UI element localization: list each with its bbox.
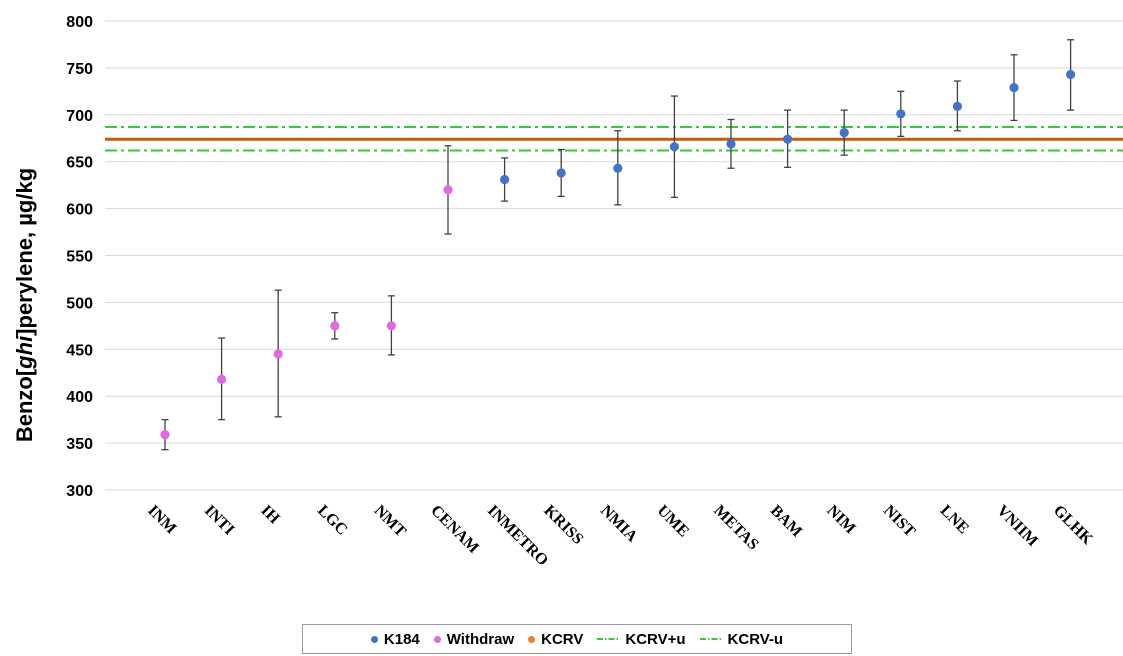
legend-kcrv-marker (528, 635, 536, 643)
legend: K184 Withdraw KCRV KCRV+u KCRV-u (302, 624, 852, 654)
legend-withdraw-label: Withdraw (446, 630, 515, 648)
x-tick-nmia: NMIA (597, 502, 641, 546)
x-tick-bam: BAM (767, 502, 805, 540)
legend-k184-label: K184 (383, 630, 420, 648)
point-k184-inmetro (500, 174, 510, 185)
point-k184-nim (839, 128, 849, 138)
point-withdraw-inm (160, 430, 170, 440)
point-withdraw-ih (273, 349, 283, 359)
x-tick-nmt: NMT (371, 502, 410, 541)
y-tick-350: 350 (66, 436, 93, 453)
point-k184-metas (726, 139, 736, 149)
point-k184-nmia (613, 163, 623, 173)
chart: 300 350 400 450 500 550 600 650 700 750 800 INM INT… (12, 14, 1123, 569)
y-tick-700: 700 (66, 108, 93, 125)
y-tick-800: 800 (66, 14, 93, 31)
x-tick-inm: INM (144, 502, 179, 537)
y-tick-400: 400 (66, 389, 93, 406)
x-tick-lgc: LGC (314, 502, 351, 539)
point-k184-kriss (556, 168, 566, 178)
y-axis-label-post: ]perylene, µg/kg (12, 168, 37, 336)
x-tick-ume: UME (654, 502, 692, 540)
y-axis-label-italic: ghi (12, 335, 37, 370)
point-withdraw-nmt (386, 321, 396, 331)
point-k184-glhk (1066, 69, 1076, 80)
point-withdraw-lgc (330, 321, 340, 331)
y-axis-label: Benzo[ghi]perylene, µg/kg (12, 168, 37, 442)
legend-kcrv-minus-line (699, 638, 722, 640)
legend-item-withdraw: Withdraw (433, 630, 515, 648)
legend-withdraw-marker (433, 635, 441, 643)
y-tick-600: 600 (66, 202, 93, 219)
legend-kcrv-plus-line (597, 638, 620, 640)
x-tick-cenam: CENAM (427, 502, 482, 557)
y-tick-750: 750 (66, 61, 93, 78)
y-tick-650: 650 (66, 155, 93, 172)
grid-lines (105, 20, 1123, 491)
y-tick-550: 550 (66, 249, 93, 266)
point-withdraw-inti (217, 374, 227, 384)
x-tick-lne: LNE (937, 502, 972, 537)
y-tick-500: 500 (66, 295, 93, 312)
legend-kcrv-minus-label: KCRV-u (727, 630, 784, 648)
x-tick-ih: IH (257, 502, 283, 528)
reference-lines (105, 125, 1123, 152)
point-k184-nist (896, 109, 906, 119)
x-tick-nim: NIM (823, 502, 858, 537)
legend-item-k184: K184 (370, 630, 420, 648)
legend-item-kcrv-plus: KCRV+u (597, 630, 686, 648)
x-tick-inti: INTI (201, 502, 238, 539)
y-tick-labels: 300 350 400 450 500 550 600 650 700 750 800 (66, 14, 93, 500)
x-tick-kriss: KRISS (540, 502, 586, 548)
legend-item-kcrv-minus: KCRV-u (699, 630, 784, 648)
y-tick-450: 450 (66, 342, 93, 359)
point-k184-vniim (1009, 82, 1019, 93)
x-tick-vniim: VNIIM (993, 502, 1041, 550)
legend-kcrv-label: KCRV (541, 630, 584, 648)
legend-item-kcrv: KCRV (528, 631, 583, 648)
data-points (160, 69, 1076, 440)
point-k184-ume (669, 142, 680, 152)
point-k184-bam (783, 134, 793, 144)
x-tick-nist: NIST (880, 502, 919, 541)
legend-kcrv-plus-label: KCRV+u (625, 630, 686, 648)
x-tick-glhk: GLHK (1050, 502, 1096, 548)
y-axis-label-pre: Benzo[ (12, 368, 37, 442)
error-bars (161, 39, 1075, 451)
legend-k184-marker (370, 635, 378, 643)
point-k184-lne (952, 101, 963, 111)
point-withdraw-cenam (443, 185, 453, 195)
x-tick-metas: METAS (710, 502, 761, 553)
y-tick-300: 300 (66, 483, 93, 500)
